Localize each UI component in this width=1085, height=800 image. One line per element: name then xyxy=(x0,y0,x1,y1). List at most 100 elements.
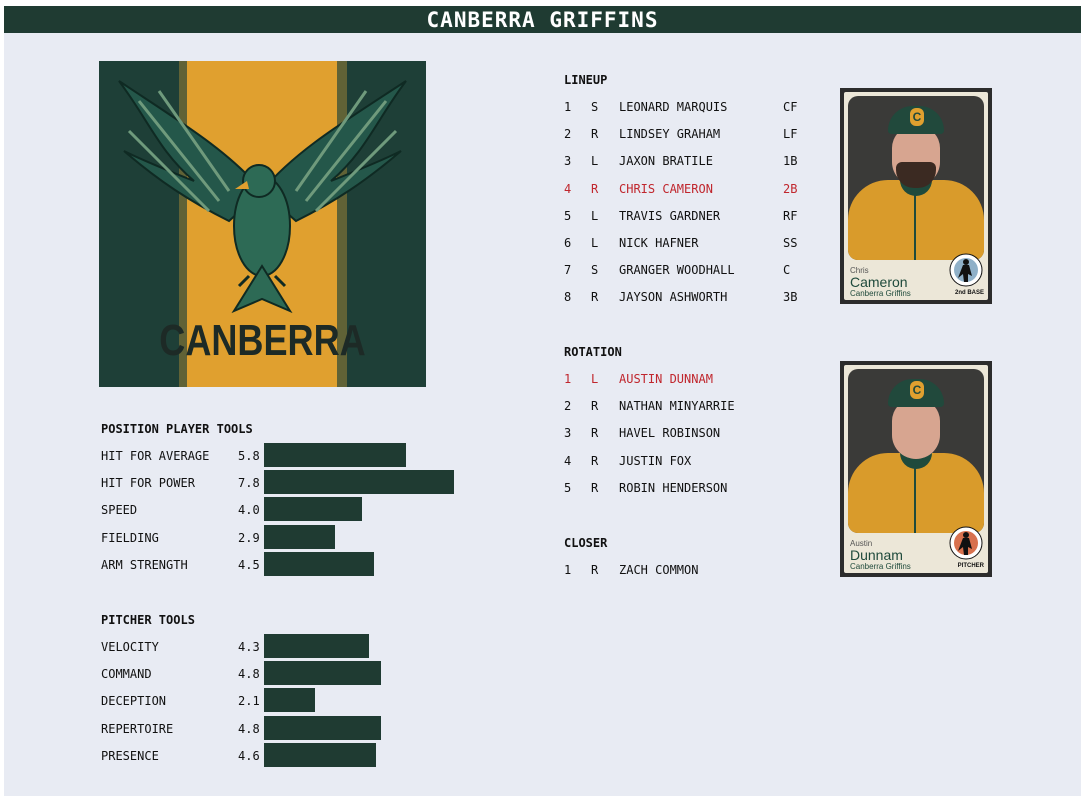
closer-heading: CLOSER xyxy=(564,536,608,550)
roster-hand: R xyxy=(591,563,599,577)
player-card: C PITCHER Austin Dunnam Canberra Griffins xyxy=(840,361,992,577)
roster-hand: R xyxy=(591,453,599,468)
roster-number: 3 xyxy=(564,154,572,169)
team-panel: CANBERRA GRIFFINS CANBERRA POSITION PLAY… xyxy=(4,6,1081,796)
roster-number: 4 xyxy=(564,181,572,196)
roster-hand: L xyxy=(591,372,599,386)
roster-position: 3B xyxy=(783,290,798,305)
roster-number: 6 xyxy=(564,236,572,250)
pitcher-tools-heading: PITCHER TOOLS xyxy=(101,613,195,627)
roster-hand: S xyxy=(591,263,599,278)
roster-name: NATHAN MINYARRIE xyxy=(619,399,735,414)
tool-label: HIT FOR POWER xyxy=(101,476,195,491)
tool-value: 4.0 xyxy=(238,503,260,518)
player-card: C 2nd BASE Chris Cameron Canberra Griffins xyxy=(840,88,992,304)
jersey-placket xyxy=(914,194,916,260)
roster-number: 5 xyxy=(564,208,572,223)
lineup-heading: LINEUP xyxy=(564,73,608,87)
tool-value: 2.9 xyxy=(238,530,260,545)
roster-position: 2B xyxy=(783,181,798,196)
tool-value: 4.3 xyxy=(238,640,260,654)
card-team: Canberra Griffins xyxy=(850,562,911,571)
roster-position: CF xyxy=(783,100,798,114)
jersey-placket xyxy=(914,467,916,533)
roster-name: NICK HAFNER xyxy=(619,236,699,250)
roster-hand: R xyxy=(591,290,599,305)
roster-number: 3 xyxy=(564,426,572,441)
roster-number: 7 xyxy=(564,263,572,278)
roster-name: ROBIN HENDERSON xyxy=(619,480,728,495)
roster-name: LEONARD MARQUIS xyxy=(619,100,728,114)
roster-name: CHRIS CAMERON xyxy=(619,181,713,196)
roster-position: C xyxy=(783,263,791,278)
roster-hand: S xyxy=(591,100,599,114)
roster-hand: R xyxy=(591,426,599,441)
position-tools-heading: POSITION PLAYER TOOLS xyxy=(101,422,253,436)
jersey xyxy=(848,451,984,533)
tool-value: 5.8 xyxy=(238,449,260,463)
roster-name: JAYSON ASHWORTH xyxy=(619,290,728,305)
player-face xyxy=(892,399,940,459)
logo-text: CANBERRA xyxy=(159,316,366,365)
tool-bar xyxy=(264,443,406,467)
roster-number: 2 xyxy=(564,399,572,414)
roster-hand: R xyxy=(591,399,599,414)
roster-name: JUSTIN FOX xyxy=(619,453,692,468)
roster-name: HAVEL ROBINSON xyxy=(619,426,721,441)
roster-number: 5 xyxy=(564,480,572,495)
player-photo: C xyxy=(848,96,984,260)
tool-bar xyxy=(264,661,381,686)
tool-label: HIT FOR AVERAGE xyxy=(101,449,210,463)
tool-label: REPERTOIRE xyxy=(101,721,174,736)
roster-number: 1 xyxy=(564,372,572,386)
tool-bar xyxy=(264,688,315,713)
pitcher-icon xyxy=(946,525,984,567)
card-position: PITCHER xyxy=(957,563,984,569)
tool-value: 4.5 xyxy=(238,557,260,572)
roster-position: RF xyxy=(783,208,798,223)
tool-bar xyxy=(264,497,362,522)
tool-bar xyxy=(264,551,374,576)
roster-hand: L xyxy=(591,236,599,250)
griffin-logo: CANBERRA xyxy=(99,61,426,387)
roster-number: 1 xyxy=(564,100,572,114)
tool-label: ARM STRENGTH xyxy=(101,557,188,572)
tool-label: FIELDING xyxy=(101,530,159,545)
tool-label: PRESENCE xyxy=(101,748,159,763)
card-first-name: Chris xyxy=(850,266,869,275)
card-first-name: Austin xyxy=(850,539,873,548)
roster-hand: L xyxy=(591,208,599,223)
tool-bar xyxy=(264,524,335,549)
tool-label: VELOCITY xyxy=(101,640,159,654)
tool-label: SPEED xyxy=(101,503,138,518)
roster-position: 1B xyxy=(783,154,798,169)
roster-number: 1 xyxy=(564,563,572,577)
tool-value: 4.6 xyxy=(238,748,260,763)
roster-number: 2 xyxy=(564,127,572,142)
roster-name: ZACH COMMON xyxy=(619,563,699,577)
team-title: CANBERRA GRIFFINS xyxy=(4,6,1081,33)
card-team: Canberra Griffins xyxy=(850,289,911,298)
fielder-icon xyxy=(946,252,984,294)
tool-bar xyxy=(264,634,369,658)
tool-bar xyxy=(264,742,376,767)
roster-number: 8 xyxy=(564,290,572,305)
tool-label: DECEPTION xyxy=(101,694,167,709)
roster-name: GRANGER WOODHALL xyxy=(619,263,735,278)
card-last-name: Cameron xyxy=(850,274,908,290)
roster-name: LINDSEY GRAHAM xyxy=(619,127,721,142)
roster-name: AUSTIN DUNNAM xyxy=(619,372,713,386)
rotation-heading: ROTATION xyxy=(564,345,622,359)
cap-logo-icon: C xyxy=(910,381,924,399)
card-frame: C 2nd BASE Chris Cameron Canberra Griffins xyxy=(844,92,988,300)
tool-value: 2.1 xyxy=(238,694,260,709)
roster-hand: R xyxy=(591,127,599,142)
roster-position: LF xyxy=(783,127,798,142)
tool-bar xyxy=(264,470,454,495)
card-position: 2nd BASE xyxy=(954,290,984,296)
jersey xyxy=(848,178,984,260)
roster-hand: R xyxy=(591,480,599,495)
tool-label: COMMAND xyxy=(101,667,152,682)
tool-bar xyxy=(264,715,381,740)
roster-position: SS xyxy=(783,236,798,250)
